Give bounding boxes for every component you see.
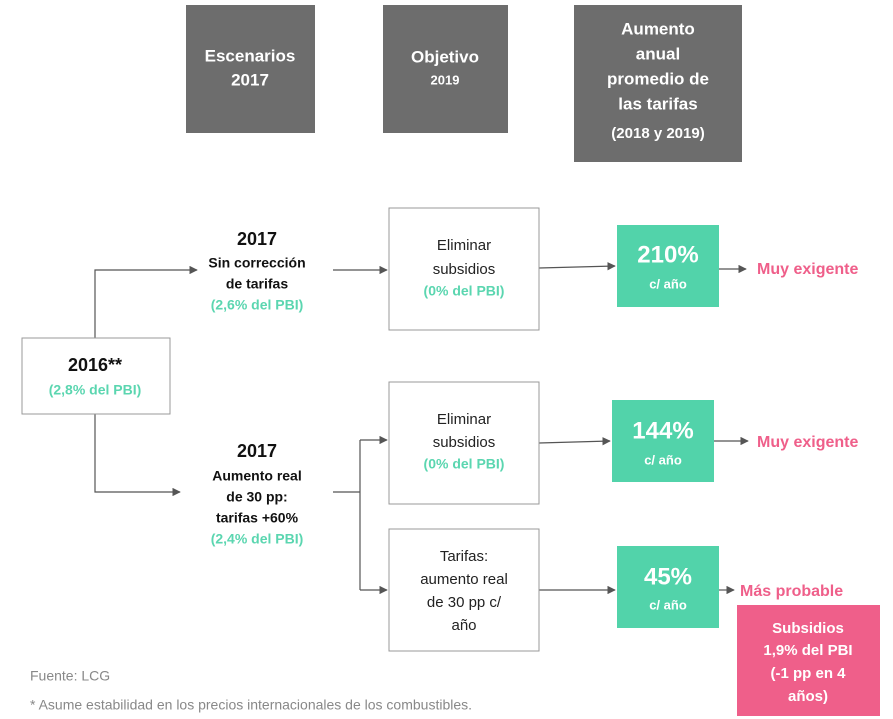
branch-label: de 30 pp: xyxy=(226,489,287,505)
source: Fuente: LCG xyxy=(30,668,110,684)
result-box xyxy=(617,225,719,307)
note: 1,9% del PBI xyxy=(763,642,852,659)
branch-share: (2,4% del PBI) xyxy=(211,531,304,547)
root-box xyxy=(21,337,171,415)
note: años) xyxy=(788,688,828,705)
root-label: 2016** xyxy=(68,355,122,375)
objective-label: Tarifas: xyxy=(440,548,488,565)
outcome: Muy exigente xyxy=(757,261,858,278)
branch-label: Aumento real xyxy=(212,468,301,484)
header: Objetivo xyxy=(411,47,479,66)
header: promedio de xyxy=(607,69,709,88)
header: las tarifas xyxy=(618,94,697,113)
objective-label: año xyxy=(451,617,476,634)
note: (-1 pp en 4 xyxy=(770,665,846,682)
result-box xyxy=(617,546,719,628)
result-unit: c/ año xyxy=(649,276,687,291)
result-box xyxy=(612,400,714,482)
outcome: Muy exigente xyxy=(757,434,858,451)
header-box xyxy=(186,5,315,133)
result-unit: c/ año xyxy=(649,597,687,612)
branch-share: (2,6% del PBI) xyxy=(211,297,304,313)
objective-label: subsidios xyxy=(433,261,496,278)
branch-year: 2017 xyxy=(237,229,277,249)
header: Escenarios xyxy=(205,46,296,65)
outcome: Más probable xyxy=(740,583,843,600)
branch-label: tarifas +60% xyxy=(216,510,299,526)
note-box xyxy=(737,605,880,716)
result-value: 45% xyxy=(644,563,692,590)
root-share: (2,8% del PBI) xyxy=(49,382,142,398)
branch-label: Sin corrección xyxy=(208,255,305,271)
result-value: 144% xyxy=(632,417,693,444)
objective-box xyxy=(388,381,540,505)
footnote: * Asume estabilidad en los precios inter… xyxy=(30,697,472,713)
objective-label: de 30 pp c/ xyxy=(427,594,502,611)
objective-label: subsidios xyxy=(433,434,496,451)
objective-box xyxy=(388,528,540,652)
header: anual xyxy=(636,44,680,63)
header: 2019 xyxy=(431,72,460,87)
branch-label: de tarifas xyxy=(226,276,288,292)
connectors xyxy=(94,262,749,595)
objective-label: Eliminar xyxy=(437,237,491,254)
header: 2017 xyxy=(231,70,269,89)
header-box xyxy=(574,5,742,162)
objective-box xyxy=(388,207,540,331)
branch-year: 2017 xyxy=(237,441,277,461)
header: Aumento xyxy=(621,19,695,38)
note: Subsidios xyxy=(772,620,844,637)
header-box xyxy=(383,5,508,133)
objective-share: (0% del PBI) xyxy=(424,456,505,472)
header: (2018 y 2019) xyxy=(611,125,704,142)
result-value: 210% xyxy=(637,241,698,268)
objective-share: (0% del PBI) xyxy=(424,283,505,299)
objective-label: Eliminar xyxy=(437,411,491,428)
objective-label: aumento real xyxy=(420,571,508,588)
result-unit: c/ año xyxy=(644,452,682,467)
